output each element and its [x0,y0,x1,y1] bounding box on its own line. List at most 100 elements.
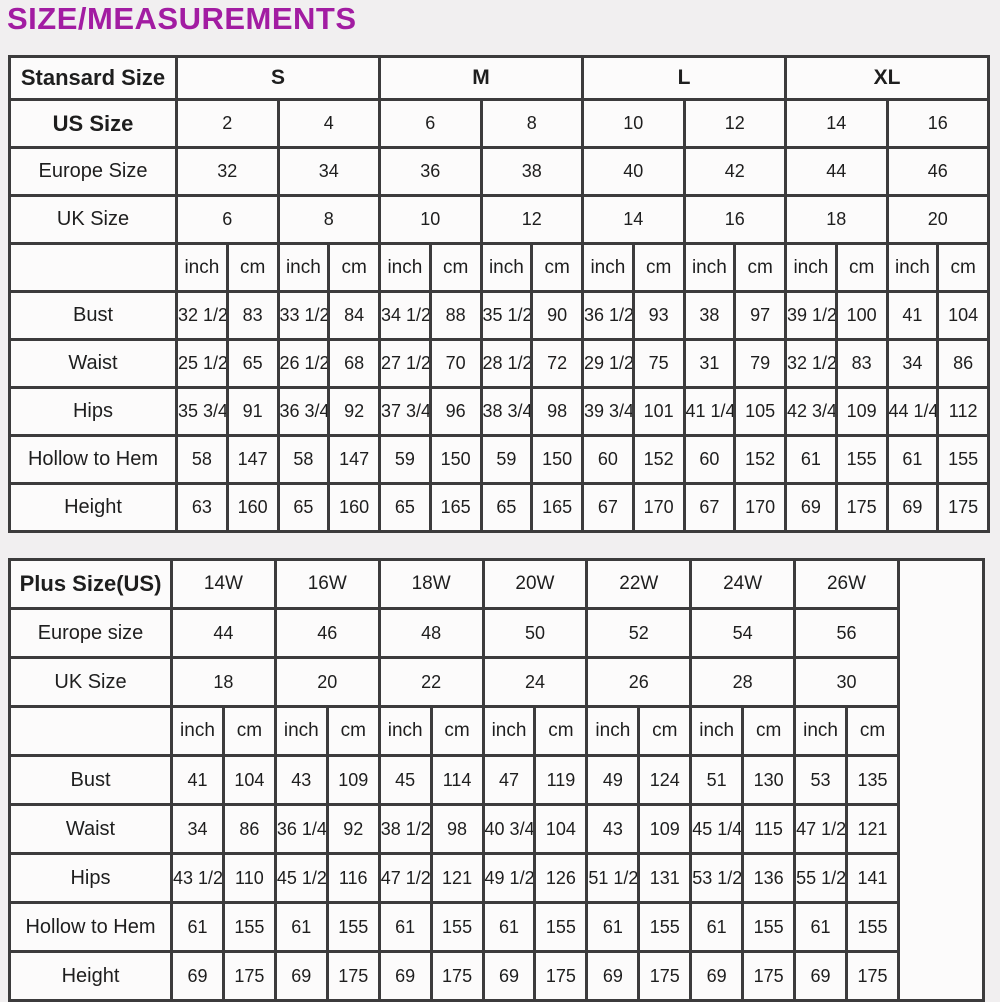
unit-label: inch [378,242,432,293]
measurement-value: 109 [637,803,693,855]
measurement-value: 175 [429,950,485,1002]
measurement-value: 37 3/4 [378,386,432,437]
unit-label: cm [221,705,277,757]
measurement-value: 34 [885,338,940,389]
measurement-value: 47 1/2 [377,852,433,904]
measurement-value: 53 1/2 [689,852,745,904]
measurement-value: 155 [844,901,901,953]
unit-label: cm [225,242,280,293]
measurement-value: 51 [689,754,745,806]
size-value: 18 [784,194,889,245]
measurement-value: 90 [530,290,584,341]
row-label: Hollow to Hem [8,901,173,953]
measurement-value: 36 1/4 [273,803,329,855]
measurement-value: 59 [479,434,534,485]
row-label: UK Size [8,656,173,708]
size-value: 12 [479,194,584,245]
size-value: 2 [175,98,280,149]
measurement-value: 61 [585,901,641,953]
measurement-value: 121 [844,803,901,855]
unit-label: inch [276,242,331,293]
measurement-value: 25 1/2 [175,338,229,389]
measurement-value: 98 [429,803,485,855]
size-value: 8 [276,194,381,245]
size-group-header: 14W [170,558,277,610]
size-group-header: XL [784,55,990,101]
measurement-value: 170 [631,482,686,533]
size-value: 52 [585,607,693,659]
table-row: Hollow to Hem 61 155 61 155 61 155 61 155 61 155 61… [8,901,984,953]
measurement-value: 175 [834,482,889,533]
row-label: UK Size [8,194,178,245]
measurement-value: 45 [377,754,433,806]
measurement-value: 175 [221,950,277,1002]
table-row: Hips 43 1/2 110 45 1/2 116 47 1/2 121 49 1/2 126… [8,852,984,904]
table-row: inch cm inch cm inch cm inch cm inch cm inch cm inch… [8,705,984,757]
unit-label: inch [481,705,537,757]
measurement-value: 105 [733,386,787,437]
size-group-header: 20W [481,558,589,610]
table-row: Height 63 160 65 160 65 165 65 165 67 170 67 170 69 17… [8,482,990,533]
measurement-value: 114 [429,754,485,806]
measurement-value: 34 [170,803,225,855]
measurement-value: 155 [834,434,889,485]
measurement-value: 96 [428,386,483,437]
measurement-value: 175 [325,950,381,1002]
measurement-value: 61 [689,901,745,953]
measurement-value: 61 [885,434,940,485]
size-value: 42 [682,146,787,197]
row-label: Europe size [8,607,173,659]
row-label: Height [8,482,178,533]
table-row: Hollow to Hem 58 147 58 147 59 150 59 150 60 152 60… [8,434,990,485]
measurement-value: 98 [530,386,584,437]
unit-label: inch [581,242,635,293]
size-group-header: 24W [689,558,797,610]
row-label: Hips [8,852,173,904]
size-group-header: 16W [273,558,381,610]
size-value: 20 [885,194,990,245]
measurement-value: 70 [428,338,483,389]
unit-label: inch [885,242,940,293]
measurement-value: 39 1/2 [784,290,838,341]
plus-size-table: Plus Size(US) 14W 16W 18W 20W 22W 24W 26W Europe… [8,558,985,1002]
measurement-value: 42 3/4 [784,386,838,437]
measurement-value: 65 [479,482,534,533]
measurement-value: 49 1/2 [481,852,537,904]
measurement-value: 86 [936,338,990,389]
measurement-value: 79 [733,338,787,389]
size-value: 38 [479,146,584,197]
table-row: Height 69 175 69 175 69 175 69 175 69 175 69 175 69 17… [8,950,984,1002]
measurement-value: 69 [481,950,537,1002]
measurement-value: 86 [221,803,277,855]
measurement-value: 119 [533,754,589,806]
unit-label: cm [631,242,686,293]
empty-cell [8,705,173,757]
measurement-value: 175 [936,482,990,533]
measurement-value: 72 [530,338,584,389]
measurement-value: 75 [631,338,686,389]
measurement-value: 121 [429,852,485,904]
measurement-value: 84 [327,290,381,341]
size-value: 46 [273,607,381,659]
size-value: 20 [273,656,381,708]
size-value: 18 [170,656,277,708]
measurement-value: 31 [682,338,737,389]
unit-label: cm [429,705,485,757]
measurement-value: 69 [784,482,838,533]
measurement-value: 33 1/2 [276,290,331,341]
size-group-header: 22W [585,558,693,610]
measurement-value: 135 [844,754,901,806]
measurement-value: 115 [741,803,797,855]
size-value: 54 [689,607,797,659]
table-row: UK Size 6 8 10 12 14 16 18 20 [8,194,990,245]
measurement-value: 170 [733,482,787,533]
empty-cell [8,242,178,293]
unit-label: cm [741,705,797,757]
measurement-value: 41 1/4 [682,386,737,437]
size-value: 10 [378,194,483,245]
size-value: 44 [784,146,889,197]
measurement-value: 67 [581,482,635,533]
size-group-header: 18W [377,558,485,610]
measurement-value: 130 [741,754,797,806]
measurement-value: 32 1/2 [784,338,838,389]
